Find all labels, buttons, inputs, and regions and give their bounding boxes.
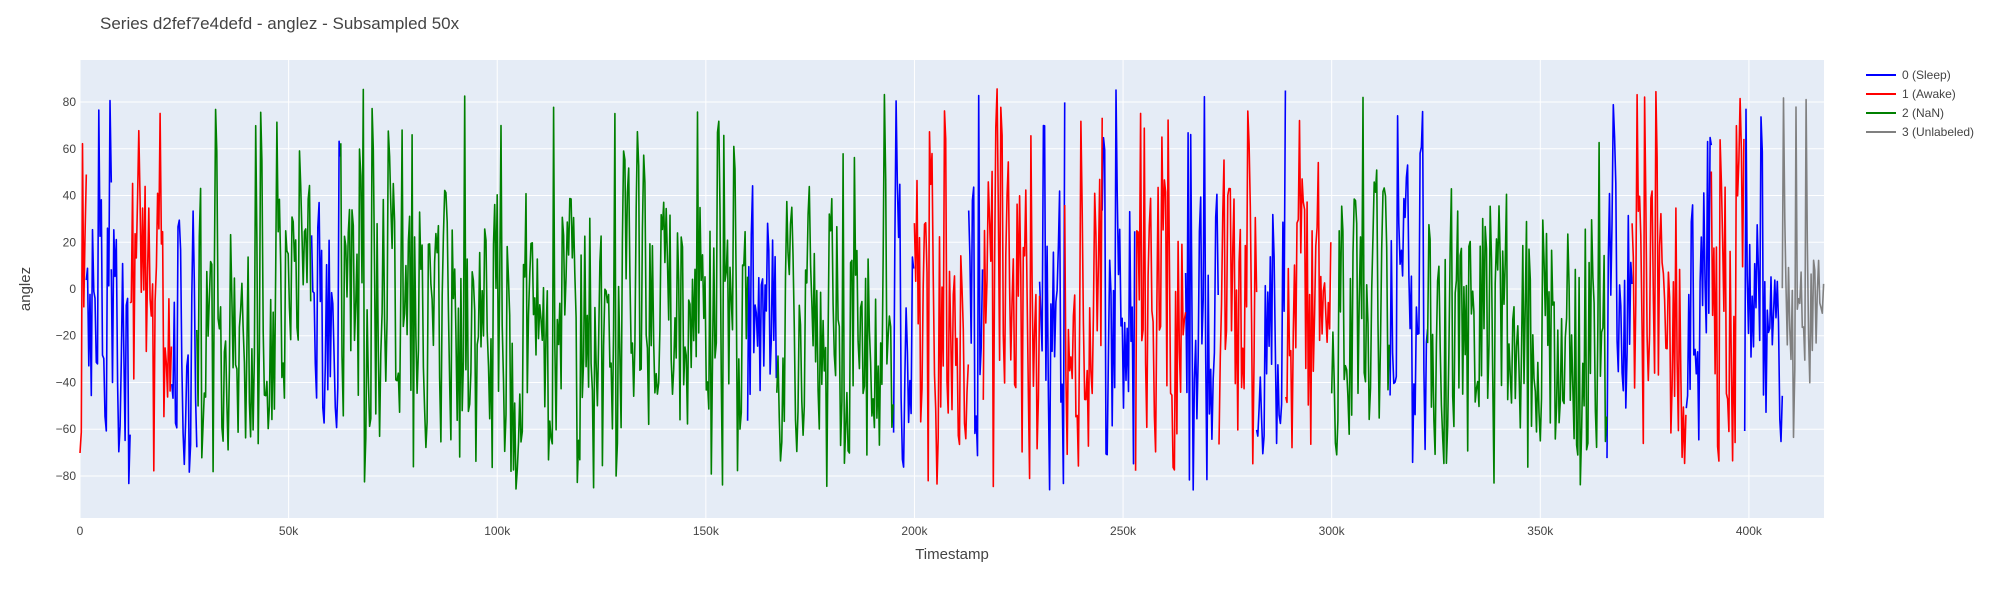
series-line-segment [776, 93, 894, 488]
legend-label: 2 (NaN) [1902, 106, 1944, 120]
series-line-segment [1218, 110, 1258, 465]
x-tick-label: 250k [1110, 524, 1137, 538]
legend[interactable]: 0 (Sleep) 1 (Awake) 2 (NaN) 3 (Unlabeled) [1866, 68, 1974, 139]
legend-item-2[interactable]: 2 (NaN) [1866, 106, 1944, 120]
series-line-segment [913, 110, 970, 485]
x-tick-label: 100k [484, 524, 511, 538]
legend-item-0[interactable]: 0 (Sleep) [1866, 68, 1951, 82]
x-tick-label: 350k [1527, 524, 1554, 538]
y-tick-label: 20 [63, 235, 77, 249]
y-tick-label: −40 [56, 375, 77, 389]
series-line-segment [310, 140, 342, 429]
series-line-segment [1134, 112, 1187, 471]
series-line-segment [1330, 96, 1391, 456]
x-tick-label: 200k [901, 524, 928, 538]
x-tick-label: 50k [279, 524, 299, 538]
legend-label: 0 (Sleep) [1902, 68, 1951, 82]
tick-layer: 0 50k 100k 150k 200k 250k 300k 350k 400k −80 −60 −4… [56, 95, 1763, 538]
x-axis-title: Timestamp [915, 546, 989, 563]
series-layer [79, 88, 1825, 491]
series-line-segment [1389, 110, 1429, 464]
series-3 [1781, 97, 1825, 439]
grid-layer [79, 60, 1824, 518]
y-tick-label: 60 [63, 142, 77, 156]
series-line-segment [967, 94, 984, 457]
series-line-segment [1255, 90, 1287, 455]
legend-item-3[interactable]: 3 (Unlabeled) [1866, 125, 1974, 139]
series-line-segment [79, 142, 88, 454]
series-1 [79, 88, 1745, 488]
series-line-segment [1285, 119, 1332, 449]
y-tick-label: −80 [56, 469, 77, 483]
series-line-segment [1685, 136, 1713, 441]
series-line-segment [746, 185, 778, 421]
series-line-segment [85, 99, 113, 432]
series-line-segment [1426, 141, 1608, 486]
series-line-segment [1063, 117, 1103, 467]
x-tick-label: 0 [77, 524, 84, 538]
chart-title: Series d2fef7e4defd - anglez - Subsample… [100, 14, 460, 33]
series-line-segment [1038, 102, 1066, 491]
series-line-segment [1710, 97, 1745, 462]
series-line-segment [1743, 108, 1784, 443]
series-line-segment [892, 100, 915, 468]
series-line-segment [171, 210, 198, 473]
y-tick-label: 0 [69, 282, 76, 296]
series-line-segment [1781, 97, 1825, 439]
series-line-segment [1606, 103, 1633, 459]
legend-item-1[interactable]: 1 (Awake) [1866, 87, 1956, 101]
series-line-segment [982, 88, 1041, 488]
series-line-segment [196, 108, 312, 473]
series-2 [196, 88, 1608, 490]
x-tick-label: 150k [693, 524, 720, 538]
series-line-segment [340, 88, 749, 490]
series-line-segment [1631, 90, 1687, 465]
y-tick-label: −20 [56, 329, 77, 343]
y-tick-label: 40 [63, 189, 77, 203]
series-line-segment [110, 229, 131, 485]
series-line-segment [1184, 95, 1219, 491]
x-tick-label: 300k [1319, 524, 1346, 538]
series-0 [85, 89, 1784, 491]
series-line-segment [129, 112, 173, 472]
y-tick-label: −60 [56, 422, 77, 436]
x-tick-label: 400k [1736, 524, 1763, 538]
y-axis-title: anglez [17, 267, 34, 311]
legend-label: 3 (Unlabeled) [1902, 125, 1974, 139]
series-line-segment [1101, 89, 1136, 465]
y-tick-label: 80 [63, 95, 77, 109]
legend-label: 1 (Awake) [1902, 87, 1956, 101]
